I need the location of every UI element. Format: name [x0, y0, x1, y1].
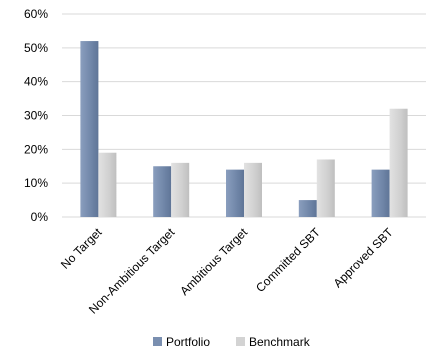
y-tick-label: 30% — [24, 109, 48, 123]
bars — [80, 41, 408, 217]
y-tick-label: 20% — [24, 142, 48, 156]
bar-portfolio-1 — [153, 166, 172, 217]
bar-benchmark-3 — [316, 159, 335, 217]
x-category-label: Committed SBT — [253, 225, 323, 295]
bar-portfolio-3 — [298, 200, 317, 217]
x-category-label: Approved SBT — [331, 225, 397, 291]
bar-benchmark-4 — [389, 108, 408, 217]
legend-swatch-benchmark — [236, 337, 245, 346]
y-tick-label: 0% — [31, 210, 49, 224]
x-category-label: No Target — [58, 225, 105, 272]
bar-portfolio-4 — [371, 169, 390, 217]
bar-portfolio-0 — [80, 41, 99, 217]
legend-label-portfolio: Portfolio — [166, 335, 210, 349]
legend-label-benchmark: Benchmark — [249, 335, 311, 349]
y-axis-ticks: 0% 10% 20% 30% 40% 50% 60% — [24, 7, 48, 224]
legend: Portfolio Benchmark — [153, 335, 311, 349]
y-tick-label: 60% — [24, 7, 48, 21]
gridlines — [62, 13, 426, 218]
y-tick-label: 50% — [24, 41, 48, 55]
x-category-label: Ambitious Target — [177, 225, 250, 298]
bar-portfolio-2 — [226, 169, 244, 217]
bar-benchmark-0 — [98, 152, 117, 217]
legend-swatch-portfolio — [153, 337, 162, 346]
y-tick-label: 40% — [24, 75, 48, 89]
bar-benchmark-1 — [171, 162, 190, 217]
bar-benchmark-2 — [244, 162, 262, 217]
y-tick-label: 10% — [24, 176, 48, 190]
